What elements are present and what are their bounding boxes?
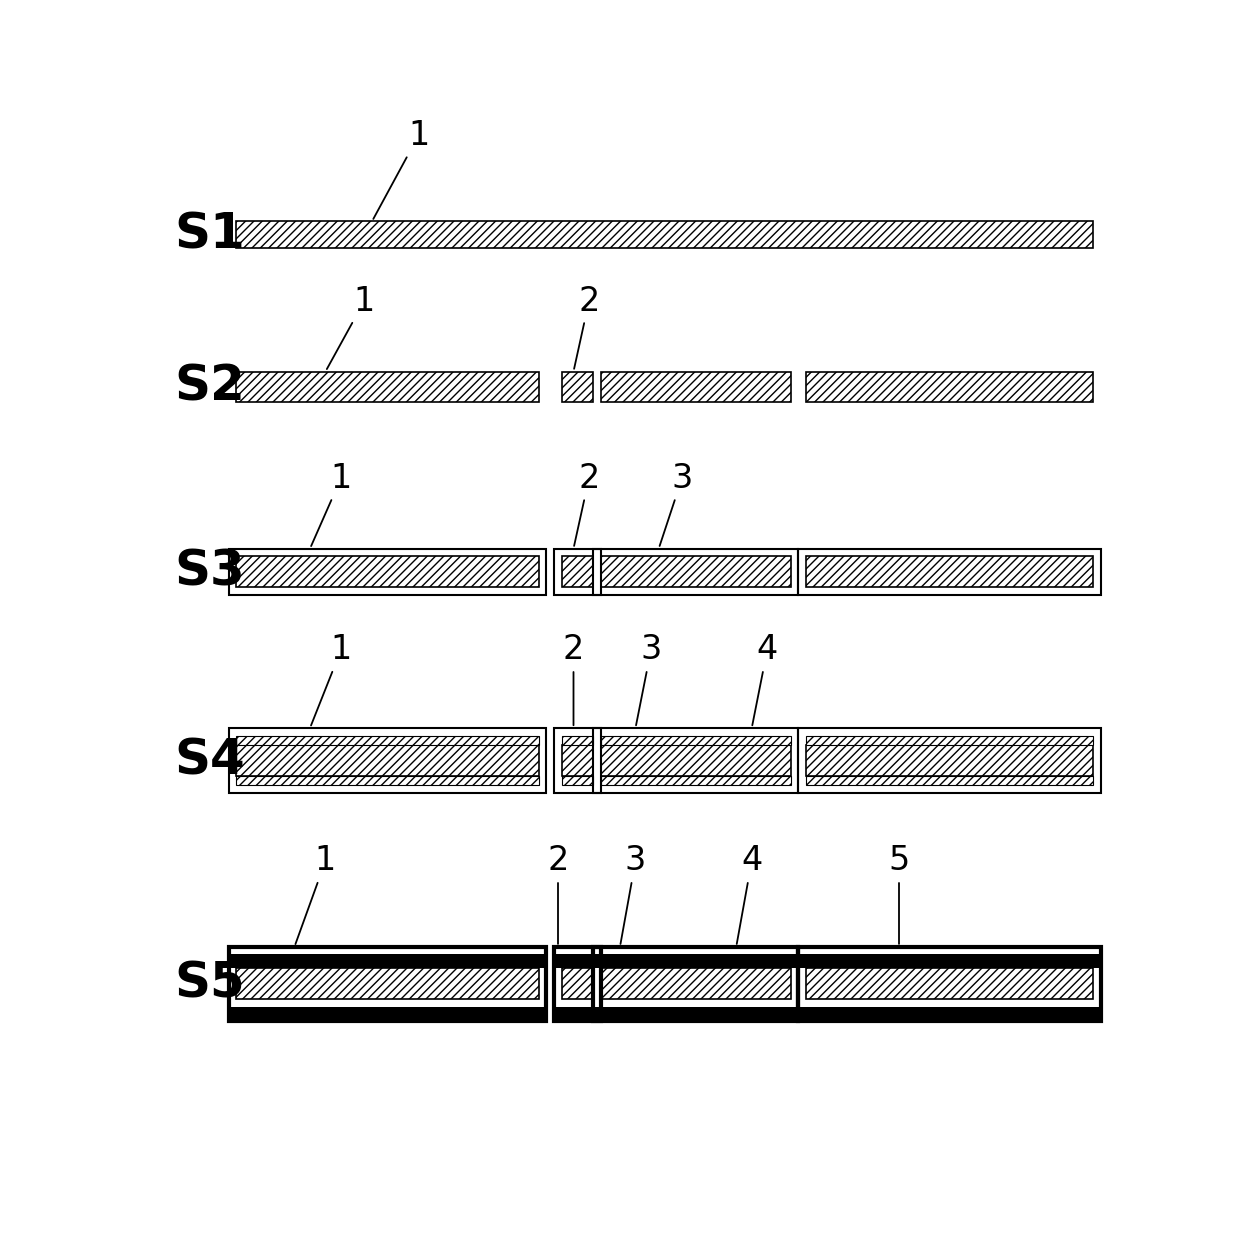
- Bar: [593, 728, 799, 792]
- Text: 5: 5: [888, 845, 910, 943]
- Text: 3: 3: [660, 462, 693, 545]
- Bar: [799, 947, 1101, 1021]
- Bar: [237, 736, 538, 745]
- Bar: [600, 745, 791, 776]
- Bar: [228, 947, 547, 1021]
- Bar: [562, 745, 593, 776]
- Bar: [593, 1007, 799, 1021]
- Bar: [799, 955, 1101, 968]
- Bar: [806, 745, 1092, 776]
- Bar: [593, 955, 799, 968]
- Bar: [600, 557, 791, 587]
- Bar: [806, 736, 1092, 745]
- Text: 1: 1: [373, 119, 429, 218]
- Text: 2: 2: [547, 845, 569, 943]
- Bar: [554, 728, 600, 792]
- Bar: [593, 549, 799, 595]
- Bar: [806, 372, 1092, 402]
- Bar: [806, 557, 1092, 587]
- Bar: [237, 372, 538, 402]
- Bar: [799, 549, 1101, 595]
- Bar: [228, 728, 547, 792]
- Bar: [562, 736, 593, 745]
- Bar: [799, 728, 1101, 792]
- Bar: [554, 549, 600, 595]
- Text: S4: S4: [175, 736, 246, 785]
- Bar: [600, 736, 791, 745]
- Bar: [562, 372, 593, 402]
- Bar: [600, 372, 791, 402]
- Text: 4: 4: [753, 634, 777, 725]
- Text: 2: 2: [574, 462, 600, 545]
- Bar: [562, 968, 593, 1000]
- Bar: [593, 947, 799, 1021]
- Text: 2: 2: [574, 285, 600, 369]
- Bar: [806, 968, 1092, 1000]
- Bar: [554, 955, 600, 968]
- Text: 1: 1: [311, 634, 352, 725]
- Bar: [562, 557, 593, 587]
- Text: S2: S2: [175, 363, 246, 411]
- Bar: [554, 1007, 600, 1021]
- Bar: [237, 745, 538, 776]
- Bar: [228, 549, 547, 595]
- Text: 4: 4: [737, 845, 763, 943]
- Text: S1: S1: [175, 211, 246, 258]
- Bar: [799, 1007, 1101, 1021]
- Text: 1: 1: [295, 845, 336, 943]
- Bar: [228, 1007, 547, 1021]
- Bar: [237, 557, 538, 587]
- Text: 1: 1: [327, 285, 374, 369]
- Bar: [806, 776, 1092, 785]
- Text: S5: S5: [175, 960, 246, 1007]
- Text: 2: 2: [563, 634, 584, 725]
- Bar: [562, 776, 593, 785]
- Bar: [237, 221, 1092, 248]
- Text: 1: 1: [311, 462, 352, 547]
- Bar: [600, 968, 791, 1000]
- Text: 3: 3: [636, 634, 662, 725]
- Text: S3: S3: [175, 548, 246, 595]
- Bar: [237, 968, 538, 1000]
- Bar: [228, 955, 547, 968]
- Bar: [237, 776, 538, 785]
- Text: 3: 3: [620, 845, 646, 943]
- Bar: [600, 776, 791, 785]
- Bar: [554, 947, 600, 1021]
